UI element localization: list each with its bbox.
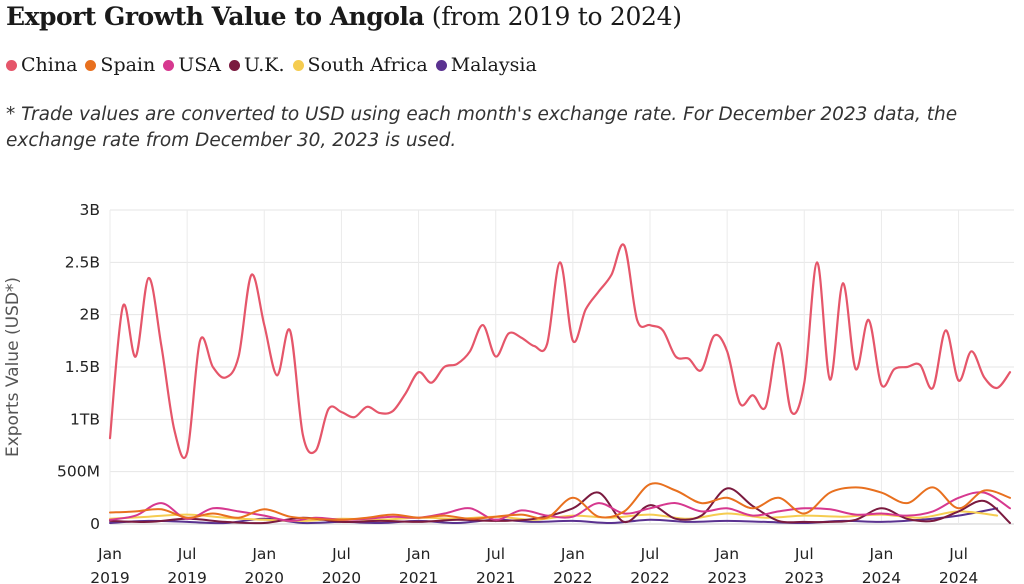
- y-tick-label: 3B: [80, 201, 101, 219]
- series-line-south-africa: [109, 510, 999, 522]
- x-tick-year-label: 2020: [322, 569, 361, 584]
- legend-item-south-africa: South Africa: [292, 54, 428, 76]
- legend-swatch: [163, 59, 175, 71]
- legend-label: South Africa: [307, 54, 428, 76]
- x-tick-label: Jan: [560, 545, 585, 563]
- series-line-usa: [109, 491, 1011, 522]
- x-tick-label: Jan: [406, 545, 431, 563]
- y-tick-label: 1TB: [70, 410, 100, 428]
- x-tick-year-label: 2024: [862, 569, 901, 584]
- series-line-china: [108, 243, 1012, 460]
- y-tick-label: 500M: [57, 463, 100, 481]
- x-tick-year-label: 2022: [553, 569, 592, 584]
- x-tick-label: Jan: [714, 545, 739, 563]
- chart-title: Export Growth Value to Angola (from 2019…: [6, 2, 682, 31]
- y-tick-label: 0: [90, 515, 100, 533]
- x-tick-year-label: 2023: [785, 569, 824, 584]
- legend-label: Malaysia: [450, 54, 537, 76]
- chart-title-main: Export Growth Value to Angola: [6, 2, 425, 31]
- legend-item-china: China: [6, 54, 77, 76]
- x-tick-year-label: 2020: [245, 569, 284, 584]
- x-tick-label: Jul: [485, 545, 505, 563]
- x-tick-year-label: 2019: [90, 569, 129, 584]
- legend-item-usa: USA: [163, 54, 221, 76]
- x-tick-year-label: 2021: [476, 569, 515, 584]
- chart-legend: China Spain USA U.K. South Africa Malaysia: [6, 54, 545, 76]
- x-tick-label: Jan: [97, 545, 122, 563]
- x-tick-year-label: 2023: [707, 569, 746, 584]
- legend-swatch: [292, 59, 304, 71]
- legend-label: USA: [178, 54, 221, 76]
- x-tick-label: Jul: [640, 545, 660, 563]
- x-tick-year-label: 2022: [630, 569, 669, 584]
- x-tick-label: Jul: [331, 545, 351, 563]
- legend-swatch: [85, 59, 97, 71]
- series-line-spain: [109, 482, 1011, 521]
- legend-swatch: [435, 59, 447, 71]
- x-tick-year-label: 2019: [167, 569, 206, 584]
- x-tick-year-label: 2024: [939, 569, 978, 584]
- x-tick-label: Jul: [948, 545, 968, 563]
- legend-label: U.K.: [244, 54, 285, 76]
- x-tick-label: Jul: [794, 545, 814, 563]
- x-tick-label: Jan: [251, 545, 276, 563]
- y-axis-label: Exports Value (USD*): [3, 277, 23, 457]
- y-tick-label: 2B: [80, 306, 101, 324]
- chart-footnote: * Trade values are converted to USD usin…: [6, 104, 958, 151]
- x-tick-label: Jul: [177, 545, 197, 563]
- x-tick-year-label: 2021: [399, 569, 438, 584]
- legend-item-u-k: U.K.: [229, 54, 285, 76]
- legend-item-malaysia: Malaysia: [435, 54, 537, 76]
- legend-item-spain: Spain: [85, 54, 155, 76]
- legend-swatch: [6, 59, 17, 71]
- legend-label: China: [21, 54, 78, 76]
- line-chart: 0 500M 1TB 1.5B 2B 2.5B 3B Jan 2019 Jul 2019 Jan 202…: [3, 201, 1014, 584]
- y-tick-label: 1.5B: [65, 358, 100, 376]
- legend-label: Spain: [100, 54, 156, 76]
- chart-title-period: (from 2019 to 2024): [424, 2, 682, 31]
- legend-swatch: [229, 59, 240, 71]
- y-tick-label: 2.5B: [65, 253, 100, 271]
- x-tick-label: Jan: [868, 545, 893, 563]
